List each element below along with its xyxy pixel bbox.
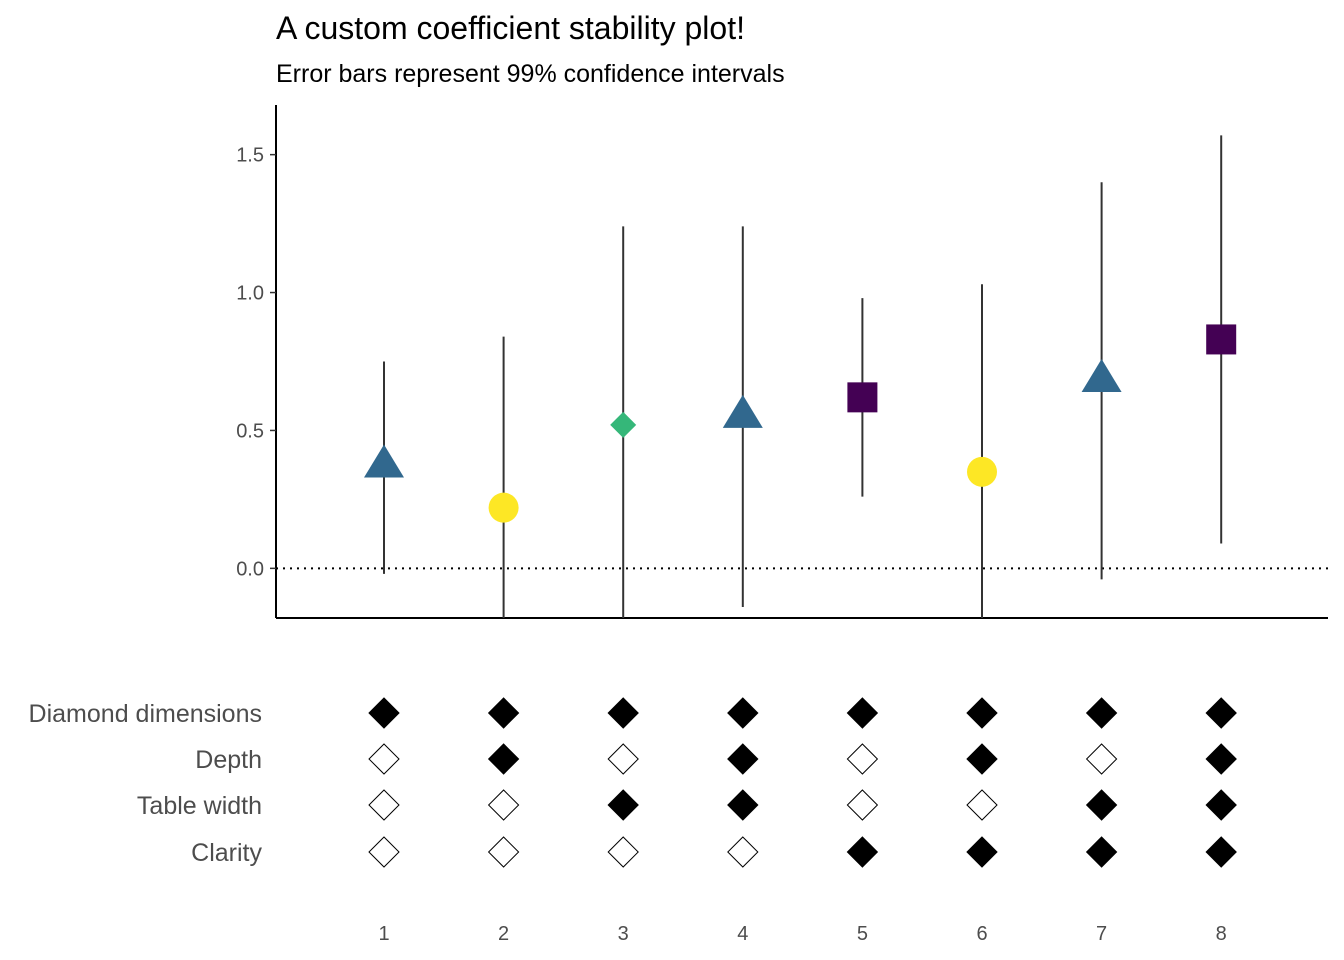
point-triangle xyxy=(722,394,763,428)
x-tick-label: 1 xyxy=(378,923,389,945)
spec-diamond-empty xyxy=(846,789,879,821)
spec-diamond-empty xyxy=(368,743,400,775)
spec-diamond-filled xyxy=(727,743,759,775)
spec-diamond-empty xyxy=(1085,743,1118,775)
chart-subtitle: Error bars represent 99% confidence inte… xyxy=(276,60,785,88)
spec-diamond-filled xyxy=(846,697,879,729)
spec-diamond-filled xyxy=(966,697,998,729)
spec-row-label: Table width xyxy=(137,792,262,820)
spec-diamond-filled xyxy=(607,697,639,729)
x-tick-label: 5 xyxy=(857,923,868,945)
spec-diamond-empty xyxy=(966,789,998,821)
x-tick-label: 2 xyxy=(498,923,509,945)
point-diamond xyxy=(610,411,637,438)
spec-diamond-empty xyxy=(487,789,520,821)
spec-row-label: Diamond dimensions xyxy=(29,700,262,728)
point-triangle xyxy=(364,444,404,478)
y-tick-label: 1.5 xyxy=(236,145,264,167)
points-layer xyxy=(364,324,1237,523)
spec-diamond-filled xyxy=(1205,743,1237,775)
spec-diamond-filled xyxy=(727,789,759,821)
spec-row-label: Depth xyxy=(195,746,262,774)
point-circle xyxy=(967,456,997,487)
spec-diamond-filled xyxy=(846,836,879,868)
point-square xyxy=(1206,324,1237,355)
x-tick-label: 4 xyxy=(737,923,748,945)
point-circle xyxy=(488,492,519,523)
spec-diamond-filled xyxy=(966,836,998,868)
spec-diamond-filled xyxy=(607,789,639,821)
spec-diamond-empty xyxy=(607,836,639,868)
axes-layer: 0.0 0.5 1.0 1.5 xyxy=(236,105,1328,619)
specification-panel: Diamond dimensions Depth Table width Clarit… xyxy=(29,697,1237,868)
spec-diamond-filled xyxy=(368,697,400,729)
spec-diamond-filled xyxy=(1205,697,1237,729)
spec-diamond-empty xyxy=(727,836,759,868)
x-tick-label: 6 xyxy=(976,923,987,945)
spec-diamond-empty xyxy=(487,836,520,868)
point-triangle xyxy=(1081,359,1122,393)
y-tick-label: 0.5 xyxy=(236,420,264,442)
spec-diamond-empty xyxy=(607,743,639,775)
spec-diamond-filled xyxy=(1085,789,1118,821)
spec-diamond-filled xyxy=(1205,789,1237,821)
x-ticks-layer: 1 2 3 4 5 6 7 8 xyxy=(378,923,1226,945)
spec-diamond-filled xyxy=(727,697,759,729)
spec-diamond-filled xyxy=(1085,697,1118,729)
x-tick-label: 3 xyxy=(618,923,629,945)
x-tick-label: 8 xyxy=(1216,923,1227,945)
chart-title: A custom coefficient stability plot! xyxy=(276,10,745,46)
spec-diamond-empty xyxy=(368,789,400,821)
spec-diamond-filled xyxy=(966,743,998,775)
point-square xyxy=(847,382,878,413)
spec-diamond-empty xyxy=(846,743,879,775)
spec-diamond-filled xyxy=(1085,836,1118,868)
y-tick-label: 0.0 xyxy=(236,558,264,580)
spec-diamond-empty xyxy=(368,836,400,868)
spec-row-label: Clarity xyxy=(191,839,262,867)
spec-diamond-filled xyxy=(487,743,520,775)
x-tick-label: 7 xyxy=(1096,923,1107,945)
spec-diamond-filled xyxy=(1205,836,1237,868)
y-tick-label: 1.0 xyxy=(236,283,264,305)
spec-diamond-filled xyxy=(487,697,520,729)
